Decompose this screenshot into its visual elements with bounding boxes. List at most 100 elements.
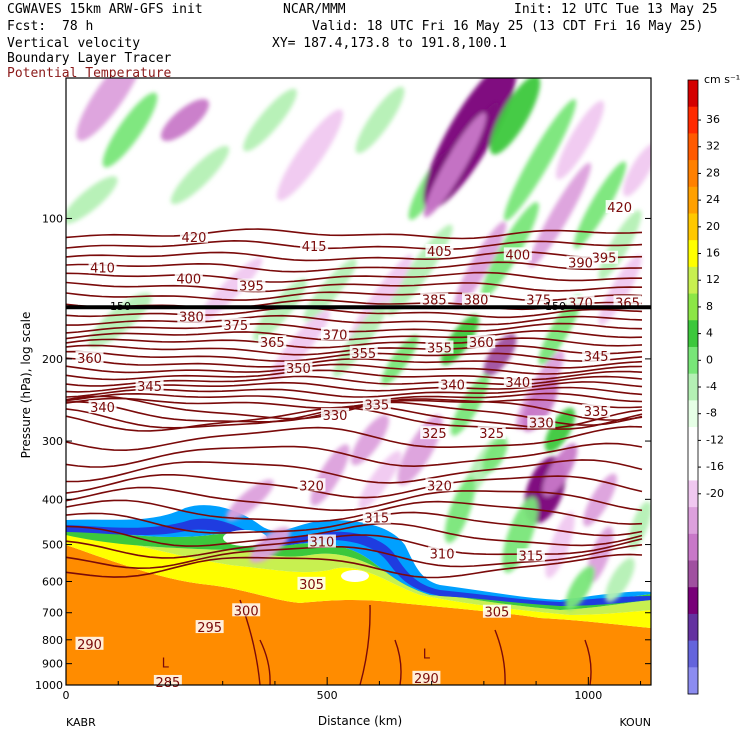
y-axis-label: Pressure (hPa), log scale [19,312,33,459]
colorbar-tick-label: 28 [706,166,720,179]
vertical-velocity-contour [555,100,605,180]
isentrope-label: 340 [90,401,115,416]
isentrope [66,459,643,484]
vertical-velocity-contour [542,443,578,497]
isentrope-label-bg [297,478,326,492]
isentrope-label-bg [232,603,261,617]
x-axis: 0 500 1000 [63,677,642,702]
vertical-velocity-contour [605,557,635,603]
isentrope-label-bg [482,604,511,618]
isentrope-label-bg [135,379,164,393]
colorbar-tick-label: 36 [706,113,720,126]
y-axis: 100 200 300 400 500 600 700 800 900 1000 [35,212,651,692]
start-station-label: KABR [66,716,96,729]
plot-frame [65,77,652,686]
isentrope [66,239,643,250]
isentrope-label: 350 [286,362,311,377]
isentrope [66,228,643,240]
isentrope [66,553,643,579]
isentrope-label: 400 [176,272,201,287]
vertical-velocity-contour [226,479,274,521]
isentrope-label: 340 [505,376,530,391]
vertical-velocity-contour [355,86,405,154]
isentrope [66,363,643,375]
forecast-label: Fcst: [7,19,47,34]
colorbar-swatch [688,400,698,428]
isentrope-label: 355 [351,347,376,362]
isentrope-label-bg [300,238,329,252]
isentrope-label: 305 [299,578,324,593]
vertical-velocity-contour [243,88,297,152]
isentrope-label-bg [605,200,634,214]
colorbar-swatch [688,533,698,562]
vertical-velocity-contour [76,78,144,141]
isentrope-label: 375 [223,319,248,334]
colorbar-swatch [688,186,698,214]
isentrope-label: 315 [364,512,389,527]
isentrope-labels: 4204204154104054004003953953903853803803… [75,200,642,691]
isentrope-label-bg [297,576,326,590]
model-title: CGWAVES 15km ARW-GFS init [7,2,203,17]
isentrope-label-bg [524,292,553,306]
isentrope [66,407,643,432]
isentrope-label: 335 [364,399,389,414]
isentrope-label: 375 [526,294,551,309]
vertical-velocity-contour [358,450,402,510]
isentrope-label-bg [174,271,203,285]
isentrope-label: 335 [584,405,609,420]
isentrope-label: 310 [430,547,455,562]
isentrope-label-bg [179,229,208,243]
isentrope-label: 290 [77,638,102,653]
colorbar-tick-label: 24 [706,193,720,206]
isentrope-label-bg [477,426,506,440]
isentrope [66,511,643,537]
isentrope-label-bg [320,327,349,341]
isentrope-label-bg [503,247,532,261]
y-tick-label: 200 [42,353,63,366]
colorbar-swatch [688,560,698,588]
colorbar-swatch [688,213,698,241]
boundary-layer-tracer-fill [66,545,651,685]
vertical-velocity-contour [170,145,230,205]
isentrope-label-bg [425,243,454,257]
boundary-layer-tracer-blue [66,518,651,606]
isentrope-label-bg [589,250,618,264]
isentrope-label-bg [613,295,642,309]
vertical-velocity-contour [573,161,627,249]
y-tick-label: 300 [42,435,63,448]
isentrope-label-bg [425,340,454,354]
tropopause-label: 150 [545,300,566,313]
x-tick-label: 0 [63,689,70,702]
y-tick-label: 1000 [35,679,63,692]
isentrope-label: 325 [479,427,504,442]
isentrope [66,486,643,512]
colorbar-tick-label: 32 [706,140,720,153]
isentrope-label: 340 [440,378,465,393]
tracer-hole [341,570,369,582]
colorbar: 36 32 28 24 20 16 12 8 4 0 -4 -8 -12 -16 -20 [687,79,724,695]
colorbar-tick-label: 12 [706,273,720,286]
boundary-layer-tracer-green [66,528,651,610]
vertical-velocity-contour [565,565,595,611]
isentrope-label: 410 [90,261,115,276]
isentrope-label: 320 [427,479,452,494]
isentrope-label-bg [566,255,595,269]
isentrope [66,357,643,369]
vertical-velocity-contour [350,414,390,466]
y-tick-label: 900 [42,658,63,671]
isentrope [66,392,643,404]
isentrope-label: 380 [179,310,204,325]
isentrope-label: 405 [427,245,452,260]
isentrope-label: 370 [323,328,348,343]
colorbar-unit: cm s⁻¹ [704,73,740,86]
colorbar-swatch [688,640,698,668]
colorbar-tick-label: -8 [706,407,717,420]
tropopause-label: 150 [110,300,131,313]
isentrope-label-bg [428,546,457,560]
vertical-velocity-contour [483,333,517,377]
vertical-velocity-contour [453,221,507,309]
vertical-velocity-contour [538,295,582,365]
isentrope [66,544,643,570]
isentrope-label-bg [320,407,349,421]
colorbar-tick-label: -12 [706,433,724,446]
